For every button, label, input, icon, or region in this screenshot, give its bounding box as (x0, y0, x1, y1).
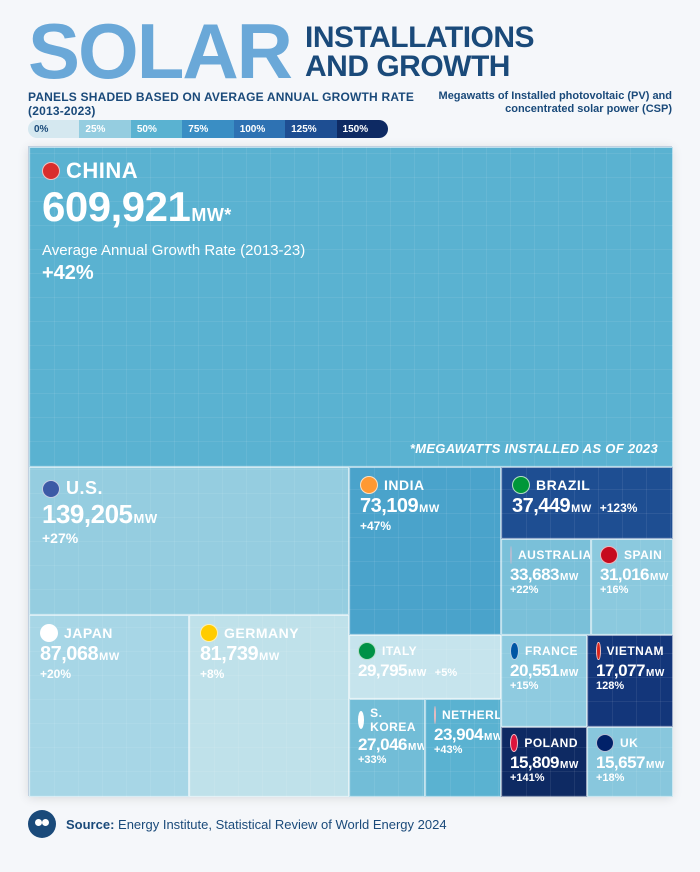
country-name: POLAND (510, 734, 578, 752)
panel-japan: JAPAN 87,068MW +20% (29, 615, 189, 797)
panel-australia: AUSTRALIA 33,683MW+22% (501, 539, 591, 635)
growth-value: +123% (600, 501, 638, 515)
panel-us: U.S. 139,205MW +27% (29, 467, 349, 615)
flag-icon (40, 624, 58, 642)
treemap: CHINA 609,921MW* Average Annual Growth Ra… (28, 146, 672, 796)
growth-value: +42% (42, 262, 660, 285)
mw-value: 609,921MW* (42, 186, 660, 228)
flag-icon (358, 711, 364, 729)
flag-icon (510, 642, 519, 660)
mw-value: 23,904MW (434, 726, 492, 743)
growth-value: +47% (360, 519, 490, 533)
mw-value: 31,016MW (600, 566, 664, 583)
flag-icon (360, 476, 378, 494)
mw-value: 73,109MW (360, 496, 490, 516)
country-name: CHINA (42, 158, 660, 184)
flag-icon (434, 706, 436, 724)
country-name: U.S. (42, 478, 336, 499)
legend-stop: 25% (79, 120, 130, 138)
country-name: S. KOREA (358, 706, 416, 734)
flag-icon (42, 162, 60, 180)
country-name: VIETNAM (596, 642, 664, 660)
legend-stop: 150% (337, 120, 388, 138)
panel-vietnam: VIETNAM 17,077MW128% (587, 635, 673, 727)
growth-value: +141% (510, 772, 578, 784)
panel-china: CHINA 609,921MW* Average Annual Growth Ra… (29, 147, 673, 467)
mw-value: 15,657MW (596, 754, 664, 771)
panel-poland: POLAND 15,809MW+141% (501, 727, 587, 797)
title-secondary: INSTALLATIONS AND GROWTH (305, 24, 534, 81)
panel-france: FRANCE 20,551MW+15% (501, 635, 587, 727)
mw-value: 20,551MW (510, 662, 578, 679)
china-subtitle: Average Annual Growth Rate (2013-23) (42, 242, 660, 259)
legend-stop: 0% (28, 120, 79, 138)
flag-icon (42, 480, 60, 498)
mw-value: 139,205MW (42, 501, 336, 527)
legend-stop: 125% (285, 120, 336, 138)
mw-value: 29,795MW (358, 662, 427, 679)
mw-value: 37,449MW (512, 496, 592, 516)
panel-india: INDIA 73,109MW +47% (349, 467, 501, 635)
country-name: SPAIN (600, 546, 664, 564)
panel-italy: ITALY 29,795MW +5% (349, 635, 501, 699)
legend-note: Megawatts of Installed photovoltaic (PV)… (432, 90, 672, 116)
growth-value: +33% (358, 754, 416, 766)
country-name: FRANCE (510, 642, 578, 660)
legend-stop: 50% (131, 120, 182, 138)
growth-value: 128% (596, 680, 664, 692)
mw-value: 87,068MW (40, 644, 178, 664)
panel-skorea: S. KOREA 27,046MW+33% (349, 699, 425, 797)
country-name: UK (596, 734, 664, 752)
growth-value: +27% (42, 530, 336, 546)
growth-value: +18% (596, 772, 664, 784)
legend-stop: 100% (234, 120, 285, 138)
flag-icon (596, 642, 601, 660)
panel-netherlands: NETHERLANDS 23,904MW+43% (425, 699, 501, 797)
header: SOLAR INSTALLATIONS AND GROWTH PANELS SH… (28, 18, 672, 138)
growth-value: +5% (435, 667, 457, 679)
country-name: GERMANY (200, 624, 338, 642)
country-name: ITALY (358, 642, 492, 660)
growth-value: +20% (40, 667, 178, 681)
country-name: INDIA (360, 476, 490, 494)
source-logo-icon (28, 810, 56, 838)
mw-value: 15,809MW (510, 754, 578, 771)
country-name: NETHERLANDS (434, 706, 492, 724)
panel-germany: GERMANY 81,739MW +8% (189, 615, 349, 797)
source-text: Energy Institute, Statistical Review of … (118, 817, 447, 832)
growth-value: +8% (200, 667, 338, 681)
mw-value: 17,077MW (596, 662, 664, 679)
legend-label: PANELS SHADED BASED ON AVERAGE ANNUAL GR… (28, 90, 432, 118)
title-primary: SOLAR (28, 18, 291, 84)
panel-brazil: BRAZIL 37,449MW +123% (501, 467, 673, 539)
flag-icon (510, 734, 518, 752)
asterisk-note: *MEGAWATTS INSTALLED AS OF 2023 (410, 441, 658, 456)
footer: Source: Energy Institute, Statistical Re… (28, 810, 672, 838)
mw-value: 27,046MW (358, 736, 416, 753)
legend-scale: 0%25%50%75%100%125%150% (28, 120, 388, 138)
flag-icon (200, 624, 218, 642)
growth-value: +15% (510, 680, 578, 692)
flag-icon (358, 642, 376, 660)
mw-value: 81,739MW (200, 644, 338, 664)
flag-icon (596, 734, 614, 752)
country-name: JAPAN (40, 624, 178, 642)
source-label: Source: (66, 817, 114, 832)
mw-value: 33,683MW (510, 566, 582, 583)
legend-stop: 75% (182, 120, 233, 138)
country-name: AUSTRALIA (510, 546, 582, 564)
flag-icon (512, 476, 530, 494)
growth-value: +22% (510, 584, 582, 596)
growth-value: +16% (600, 584, 664, 596)
panel-spain: SPAIN 31,016MW+16% (591, 539, 673, 635)
flag-icon (510, 546, 512, 564)
flag-icon (600, 546, 618, 564)
panel-uk: UK 15,657MW+18% (587, 727, 673, 797)
growth-value: +43% (434, 744, 492, 756)
country-name: BRAZIL (512, 476, 662, 494)
